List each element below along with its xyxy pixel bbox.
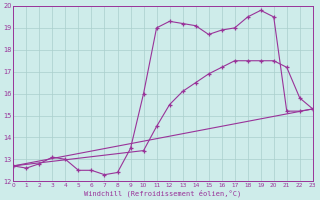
X-axis label: Windchill (Refroidissement éolien,°C): Windchill (Refroidissement éolien,°C) xyxy=(84,189,242,197)
